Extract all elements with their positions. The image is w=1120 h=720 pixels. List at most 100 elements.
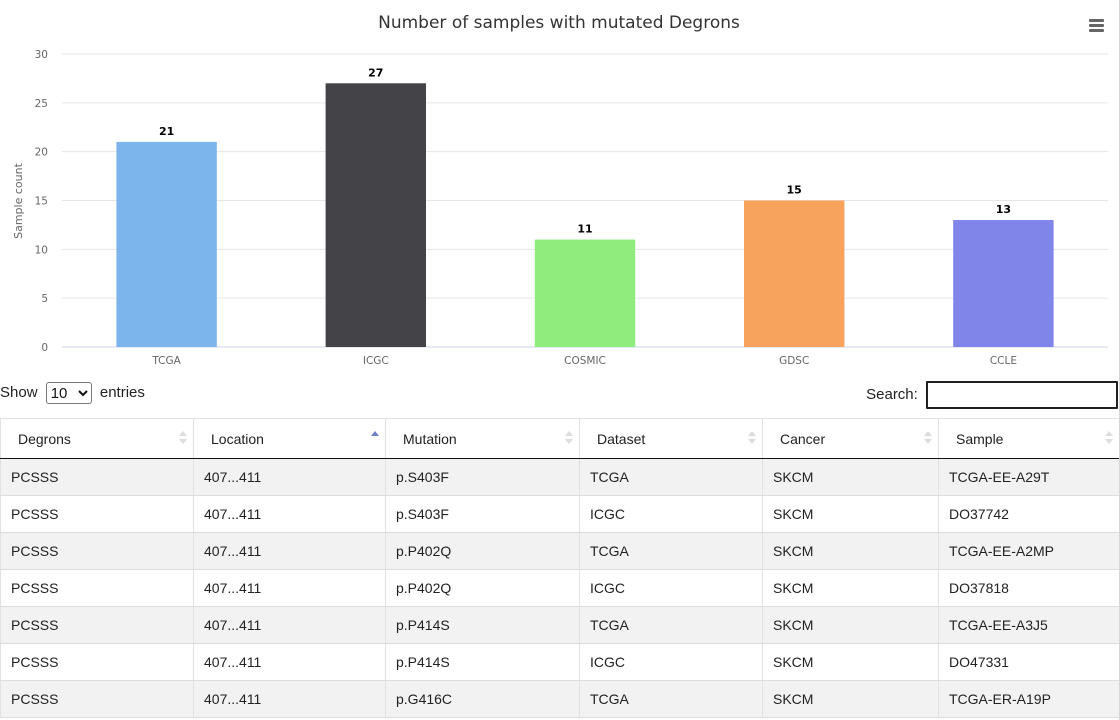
cancer-cell: SKCM bbox=[762, 680, 939, 718]
entries-select[interactable]: 102550100 bbox=[45, 382, 92, 404]
sort-ascending-icon[interactable] bbox=[371, 431, 379, 445]
sort-icon[interactable] bbox=[1105, 431, 1113, 445]
bars bbox=[116, 83, 1054, 348]
sample-cell: TCGA-ER-A19P bbox=[938, 680, 1120, 718]
mutation-cell: p.G416C bbox=[385, 680, 580, 718]
data-labels: 21 27 11 15 13 bbox=[159, 66, 1011, 235]
table-row[interactable]: PCSSS 407...411 p.S403F ICGC SKCM DO3774… bbox=[0, 495, 1120, 533]
hamburger-menu-icon[interactable] bbox=[1086, 15, 1108, 35]
dataset-cell: ICGC bbox=[579, 569, 763, 607]
table-row[interactable]: PCSSS 407...411 p.S403F TCGA SKCM TCGA-E… bbox=[0, 458, 1120, 496]
x-tick-label-icgc: ICGC bbox=[363, 355, 389, 367]
bar-chart: Number of samples with mutated Degrons S… bbox=[12, 13, 1108, 367]
column-header-label: Location bbox=[211, 430, 264, 447]
chart-title: Number of samples with mutated Degrons bbox=[378, 13, 740, 33]
location-cell: 407...411 bbox=[193, 532, 386, 570]
search-input[interactable] bbox=[926, 381, 1118, 409]
cancer-cell: SKCM bbox=[762, 606, 939, 644]
sample-cell: TCGA-EE-A2MP bbox=[938, 532, 1120, 570]
table-row[interactable]: PCSSS 407...411 p.P402Q TCGA SKCM TCGA-E… bbox=[0, 532, 1120, 570]
cancer-cell: SKCM bbox=[762, 532, 939, 570]
location-cell: 407...411 bbox=[193, 458, 386, 496]
x-tick-label-gdsc: GDSC bbox=[779, 355, 809, 367]
y-tick-label: 0 bbox=[41, 342, 48, 354]
dataset-cell: TCGA bbox=[579, 458, 763, 496]
data-label-ccle: 13 bbox=[996, 203, 1011, 216]
sample-cell: DO37818 bbox=[938, 569, 1120, 607]
results-table: Degrons Location Mutation Dataset Cancer bbox=[0, 418, 1120, 718]
x-tick-label-tcga: TCGA bbox=[151, 355, 181, 367]
column-header-mutation[interactable]: Mutation bbox=[385, 418, 580, 459]
degron-cell: PCSSS bbox=[0, 606, 194, 644]
sample-cell: DO37742 bbox=[938, 495, 1120, 533]
dataset-cell: ICGC bbox=[579, 643, 763, 681]
cancer-cell: SKCM bbox=[762, 569, 939, 607]
entries-label: entries bbox=[99, 383, 145, 401]
search-label: Search: bbox=[866, 385, 918, 403]
entries-length-control: Show 102550100 entries bbox=[0, 382, 145, 404]
x-tick-label-cosmic: COSMIC bbox=[564, 355, 606, 367]
degron-cell: PCSSS bbox=[0, 569, 194, 607]
table-row[interactable]: PCSSS 407...411 p.P414S ICGC SKCM DO4733… bbox=[0, 643, 1120, 681]
table-row[interactable]: PCSSS 407...411 p.P414S TCGA SKCM TCGA-E… bbox=[0, 606, 1120, 644]
chart-menu-button[interactable] bbox=[1086, 15, 1108, 35]
column-header-degrons[interactable]: Degrons bbox=[0, 418, 194, 459]
column-header-label: Dataset bbox=[597, 430, 646, 447]
degron-cell: PCSSS bbox=[0, 458, 194, 496]
bar-icgc[interactable] bbox=[325, 83, 427, 348]
y-tick-label: 30 bbox=[35, 49, 48, 61]
sort-icon[interactable] bbox=[924, 431, 932, 445]
bar-ccle[interactable] bbox=[953, 220, 1054, 347]
show-label: Show bbox=[0, 383, 38, 401]
column-header-cancer[interactable]: Cancer bbox=[762, 418, 939, 459]
data-label-tcga: 21 bbox=[159, 125, 174, 138]
mutation-cell: p.P414S bbox=[385, 643, 580, 681]
table-row[interactable]: PCSSS 407...411 p.G416C TCGA SKCM TCGA-E… bbox=[0, 680, 1120, 718]
data-label-gdsc: 15 bbox=[787, 184, 802, 197]
column-header-label: Cancer bbox=[780, 430, 826, 447]
mutation-cell: p.P402Q bbox=[385, 569, 580, 607]
sort-icon[interactable] bbox=[565, 431, 573, 445]
dataset-cell: TCGA bbox=[579, 606, 763, 644]
sort-icon[interactable] bbox=[179, 431, 187, 445]
degron-cell: PCSSS bbox=[0, 495, 194, 533]
column-header-label: Sample bbox=[956, 430, 1004, 447]
column-header-location[interactable]: Location bbox=[193, 418, 386, 459]
bar-gdsc[interactable] bbox=[743, 200, 845, 348]
sample-cell: DO47331 bbox=[938, 643, 1120, 681]
data-label-cosmic: 11 bbox=[577, 223, 592, 236]
column-header-sample[interactable]: Sample bbox=[938, 418, 1120, 459]
y-tick-label: 15 bbox=[35, 196, 48, 208]
search-control: Search: bbox=[866, 381, 1118, 409]
column-header-label: Degrons bbox=[18, 430, 71, 447]
y-tick-label: 25 bbox=[35, 98, 48, 110]
sample-cell: TCGA-EE-A3J5 bbox=[938, 606, 1120, 644]
table-header-row: Degrons Location Mutation Dataset Cancer bbox=[0, 418, 1120, 459]
mutation-cell: p.S403F bbox=[385, 495, 580, 533]
sample-cell: TCGA-EE-A29T bbox=[938, 458, 1120, 496]
x-tick-label-ccle: CCLE bbox=[990, 355, 1017, 367]
y-tick-label: 5 bbox=[41, 293, 48, 305]
y-axis-title: Sample count bbox=[12, 162, 25, 238]
location-cell: 407...411 bbox=[193, 495, 386, 533]
column-header-label: Mutation bbox=[403, 430, 457, 447]
y-tick-label: 10 bbox=[35, 244, 48, 256]
location-cell: 407...411 bbox=[193, 569, 386, 607]
degron-cell: PCSSS bbox=[0, 532, 194, 570]
mutation-cell: p.S403F bbox=[385, 458, 580, 496]
bar-cosmic[interactable] bbox=[534, 239, 636, 347]
location-cell: 407...411 bbox=[193, 680, 386, 718]
y-axis-ticks: 0 5 10 15 20 25 30 bbox=[35, 49, 48, 354]
location-cell: 407...411 bbox=[193, 643, 386, 681]
table-row[interactable]: PCSSS 407...411 p.P402Q ICGC SKCM DO3781… bbox=[0, 569, 1120, 607]
data-label-icgc: 27 bbox=[368, 66, 383, 79]
sort-icon[interactable] bbox=[748, 431, 756, 445]
bar-tcga[interactable] bbox=[116, 141, 217, 347]
column-header-dataset[interactable]: Dataset bbox=[579, 418, 763, 459]
dataset-cell: TCGA bbox=[579, 532, 763, 570]
mutation-cell: p.P414S bbox=[385, 606, 580, 644]
cancer-cell: SKCM bbox=[762, 458, 939, 496]
x-axis-ticks: TCGA ICGC COSMIC GDSC CCLE bbox=[151, 355, 1017, 367]
dataset-cell: TCGA bbox=[579, 680, 763, 718]
